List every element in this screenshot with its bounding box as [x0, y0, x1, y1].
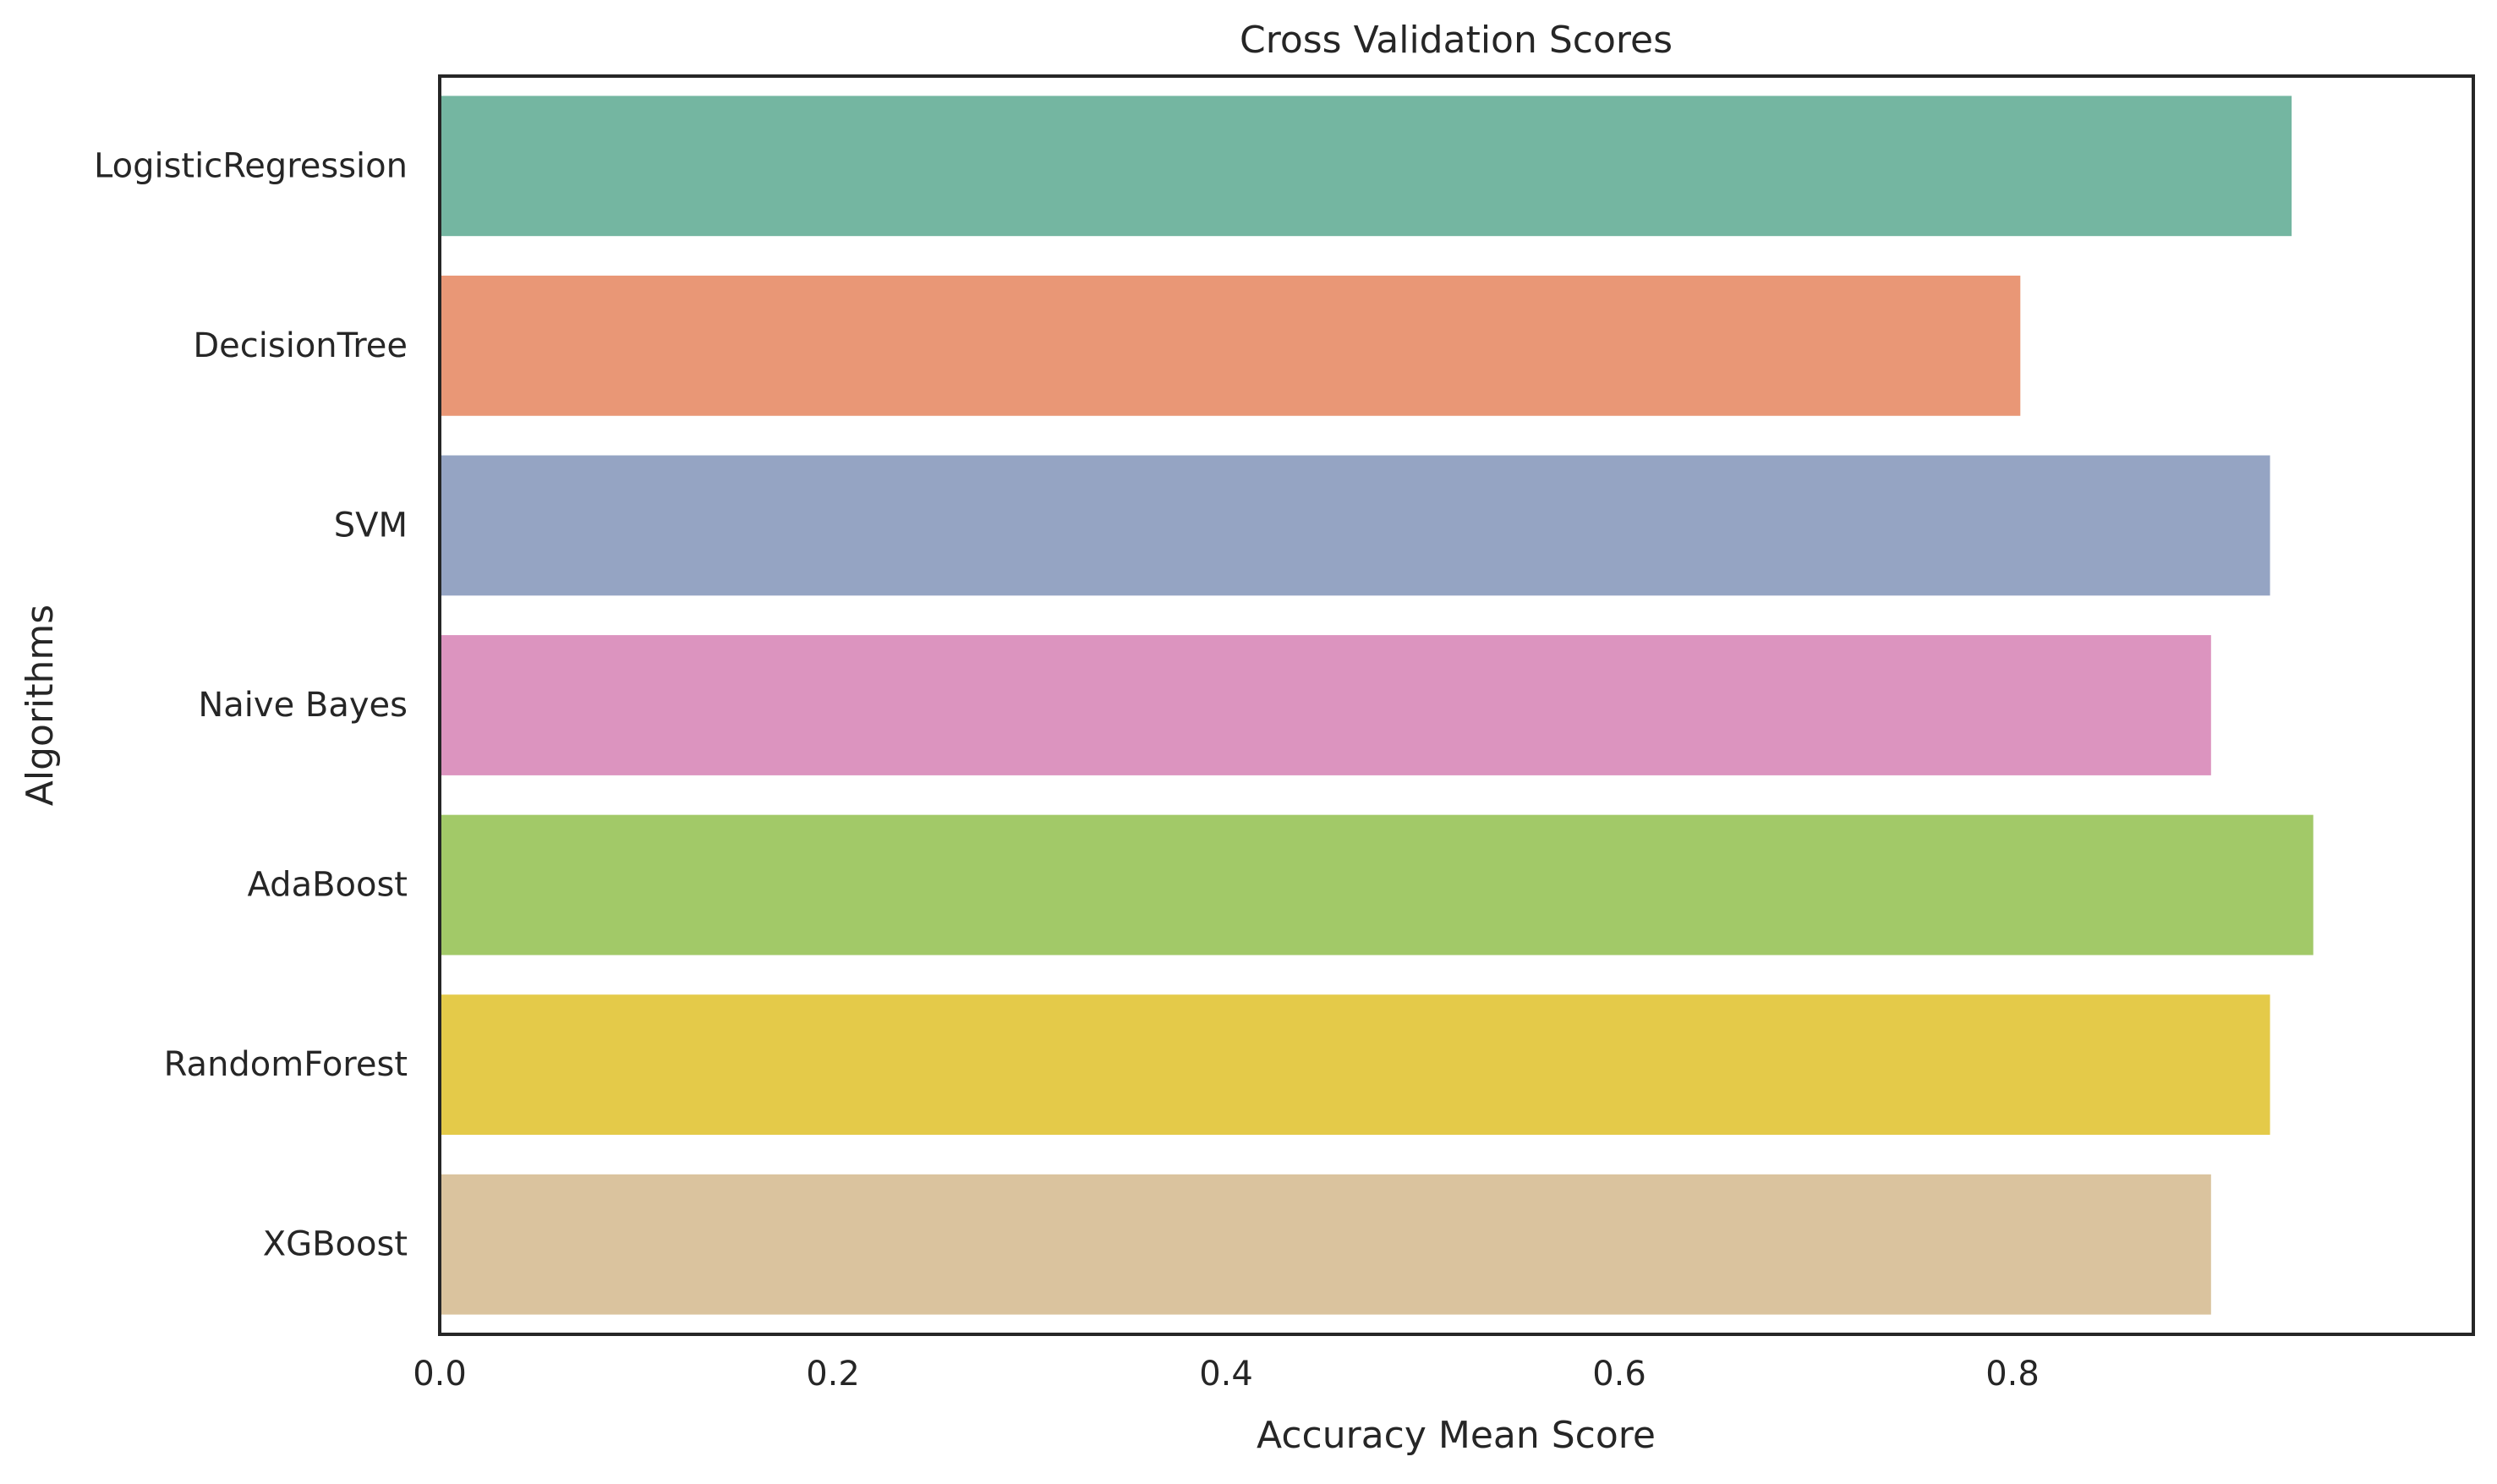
y-tick-label: Naive Bayes: [198, 686, 408, 725]
bar-svm: [440, 455, 2270, 596]
plot-frame: [438, 74, 2475, 1336]
chart-title: Cross Validation Scores: [1240, 19, 1673, 62]
x-axis-label: Accuracy Mean Score: [1257, 1414, 1656, 1457]
x-ticks: 0.0 0.2 0.4 0.6 0.8: [413, 1355, 2040, 1394]
bars-group: [440, 96, 2314, 1315]
bar-decisiontree: [440, 275, 2021, 416]
x-tick-label: 0.2: [806, 1355, 860, 1394]
bar-naive-bayes: [440, 635, 2211, 775]
bar-randomforest: [440, 994, 2270, 1136]
y-axis-label: Algorithms: [19, 605, 62, 806]
x-tick-label: 0.0: [413, 1355, 467, 1394]
x-tick-label: 0.6: [1592, 1355, 1646, 1394]
y-tick-labels: LogisticRegression DecisionTree SVM Naive B…: [94, 146, 408, 1263]
x-tick-label: 0.8: [1985, 1355, 2040, 1394]
y-tick-label: DecisionTree: [193, 326, 408, 365]
y-tick-label: XGBoost: [263, 1225, 408, 1264]
bar-xgboost: [440, 1174, 2211, 1315]
y-tick-label: RandomForest: [164, 1045, 408, 1084]
y-tick-label: AdaBoost: [248, 866, 408, 905]
bar-logisticregression: [440, 96, 2292, 237]
y-tick-label: LogisticRegression: [94, 146, 408, 185]
bar-adaboost: [440, 814, 2314, 956]
y-tick-label: SVM: [334, 506, 408, 545]
x-tick-label: 0.4: [1199, 1355, 1253, 1394]
